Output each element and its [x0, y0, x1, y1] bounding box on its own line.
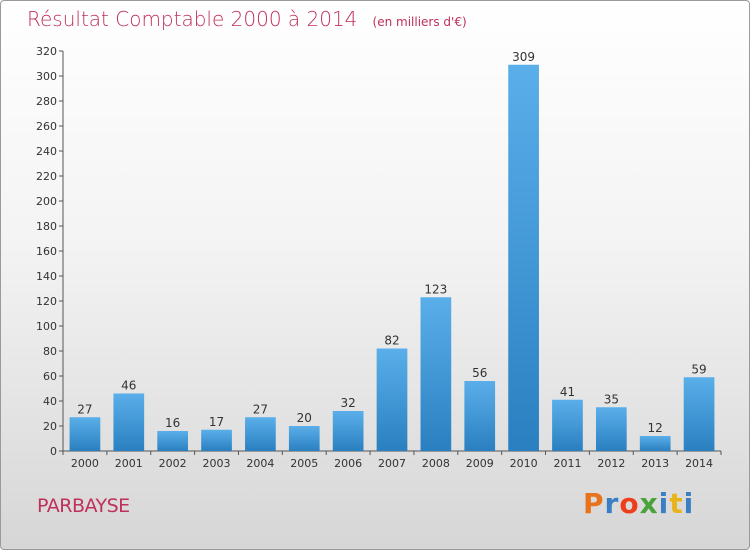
- x-tick-label: 2006: [334, 457, 362, 470]
- bar-2012: [595, 407, 627, 451]
- bar-2006: [332, 411, 364, 451]
- logo-letter: x: [639, 487, 659, 520]
- y-tick-label: 240: [36, 145, 57, 158]
- y-tick-label: 20: [43, 420, 57, 433]
- data-label: 123: [424, 282, 447, 296]
- commune-name: PARBAYSE: [37, 495, 130, 517]
- y-tick-label: 160: [36, 245, 57, 258]
- chart-subtitle: (en milliers d'€): [372, 15, 467, 29]
- bar-2009: [464, 381, 496, 451]
- bar-2008: [420, 297, 452, 451]
- y-tick-label: 200: [36, 195, 57, 208]
- data-label: 32: [340, 396, 355, 410]
- x-tick-label: 2010: [510, 457, 538, 470]
- data-label: 59: [691, 362, 706, 376]
- x-tick-label: 2014: [685, 457, 713, 470]
- y-tick-label: 60: [43, 370, 57, 383]
- x-tick-label: 2004: [246, 457, 274, 470]
- y-tick-label: 120: [36, 295, 57, 308]
- y-tick-label: 0: [50, 445, 57, 458]
- bar-2005: [288, 426, 320, 451]
- data-label: 27: [253, 402, 268, 416]
- y-tick-label: 80: [43, 345, 57, 358]
- proxiti-logo[interactable]: Proxiti: [583, 487, 694, 520]
- chart-title: Résultat Comptable 2000 à 2014: [27, 7, 358, 31]
- data-label: 20: [297, 411, 312, 425]
- data-label: 16: [165, 416, 180, 430]
- data-label: 35: [604, 392, 619, 406]
- data-label: 27: [77, 402, 92, 416]
- x-tick-label: 2012: [597, 457, 625, 470]
- x-tick-label: 2007: [378, 457, 406, 470]
- bar-2003: [201, 429, 232, 451]
- x-tick-label: 2005: [290, 457, 318, 470]
- bar-2011: [552, 399, 583, 451]
- bar-2007: [376, 348, 408, 451]
- y-tick-label: 280: [36, 95, 57, 108]
- x-tick-label: 2001: [115, 457, 143, 470]
- x-tick-label: 2002: [159, 457, 187, 470]
- logo-letter: i: [683, 487, 695, 520]
- bar-2013: [639, 436, 671, 451]
- y-tick-label: 40: [43, 395, 57, 408]
- y-tick-label: 260: [36, 120, 57, 133]
- x-tick-label: 2011: [553, 457, 581, 470]
- bar-2010: [508, 64, 539, 451]
- logo-letter: P: [583, 487, 605, 520]
- y-tick-label: 140: [36, 270, 57, 283]
- y-tick-label: 300: [36, 70, 57, 83]
- chart-title-line: Résultat Comptable 2000 à 2014 (en milli…: [27, 7, 467, 31]
- data-label: 309: [512, 50, 535, 64]
- bar-2000: [69, 417, 101, 451]
- bar-2014: [683, 377, 715, 451]
- y-tick-label: 220: [36, 170, 57, 183]
- data-label: 46: [121, 379, 136, 393]
- logo-letter: i: [658, 487, 670, 520]
- logo-letter: o: [619, 487, 640, 520]
- x-tick-label: 2000: [71, 457, 99, 470]
- x-tick-label: 2003: [203, 457, 231, 470]
- y-tick-label: 180: [36, 220, 57, 233]
- data-label: 82: [384, 334, 399, 348]
- x-tick-label: 2008: [422, 457, 450, 470]
- data-label: 12: [648, 421, 663, 435]
- bar-2002: [157, 431, 189, 451]
- y-tick-label: 100: [36, 320, 57, 333]
- bar-2004: [245, 417, 276, 451]
- data-label: 17: [209, 415, 224, 429]
- bar-2001: [113, 393, 145, 451]
- x-tick-label: 2009: [466, 457, 494, 470]
- logo-letter: r: [604, 487, 620, 520]
- data-label: 41: [560, 385, 575, 399]
- y-tick-label: 320: [36, 45, 57, 58]
- logo-letter: t: [669, 487, 684, 520]
- data-label: 56: [472, 366, 487, 380]
- x-tick-label: 2013: [641, 457, 669, 470]
